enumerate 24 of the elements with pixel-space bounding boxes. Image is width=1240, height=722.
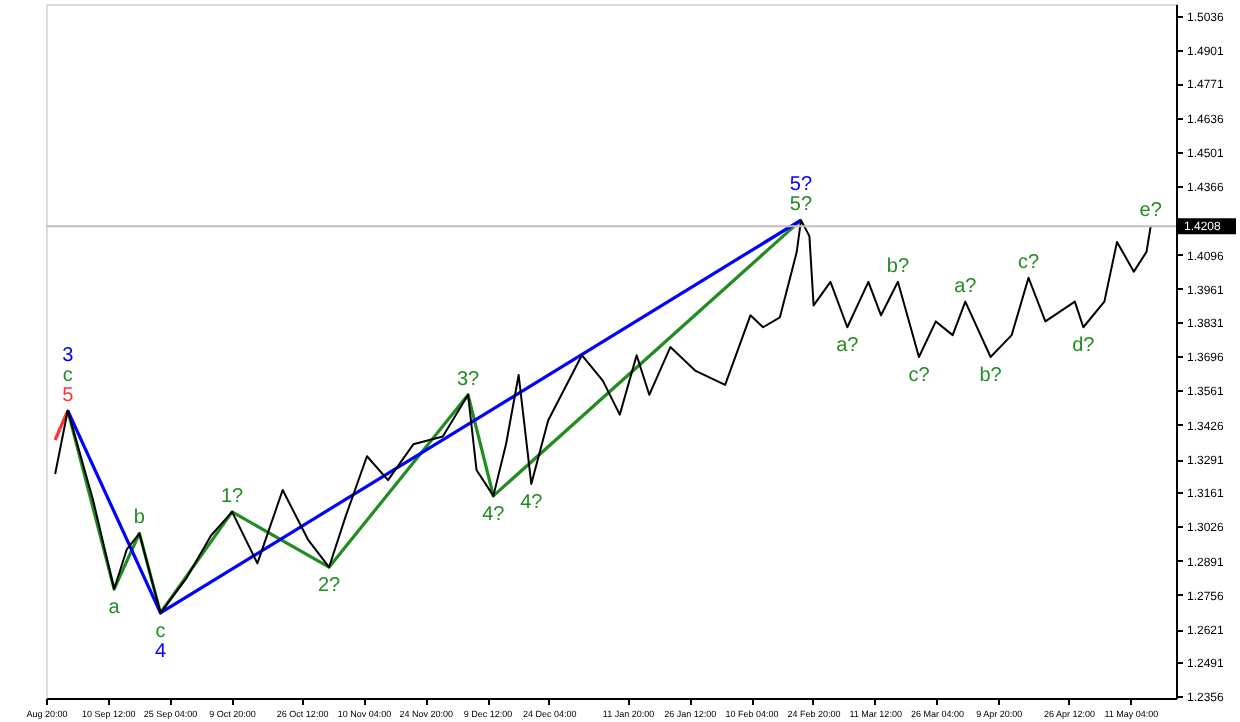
annotation: c [155, 620, 166, 643]
line-series [54, 219, 1152, 614]
annotation: 3 [62, 344, 75, 367]
annotation: a? [836, 335, 860, 358]
annotation: b [133, 507, 146, 530]
annotation: 1? [220, 485, 245, 508]
annotation: d? [1072, 335, 1096, 358]
annotation: a [108, 597, 121, 620]
annotation: c? [1017, 251, 1040, 274]
annotation: b? [979, 364, 1003, 387]
annotation: 4 [154, 640, 167, 663]
annotation: b? [886, 255, 910, 278]
annotation: a? [954, 275, 978, 298]
annotation: 5? [789, 194, 813, 217]
annotation: c [62, 364, 73, 387]
annotation: 3? [456, 368, 481, 391]
annotation: 5? [789, 174, 813, 197]
annotation: e? [1139, 200, 1163, 223]
annotation: 5 [62, 384, 75, 407]
annotation: 4? [520, 491, 544, 514]
annotation: 2? [317, 575, 342, 598]
annotation: c? [908, 364, 931, 387]
line-series [66, 218, 803, 615]
annotation: 4? [482, 503, 506, 526]
